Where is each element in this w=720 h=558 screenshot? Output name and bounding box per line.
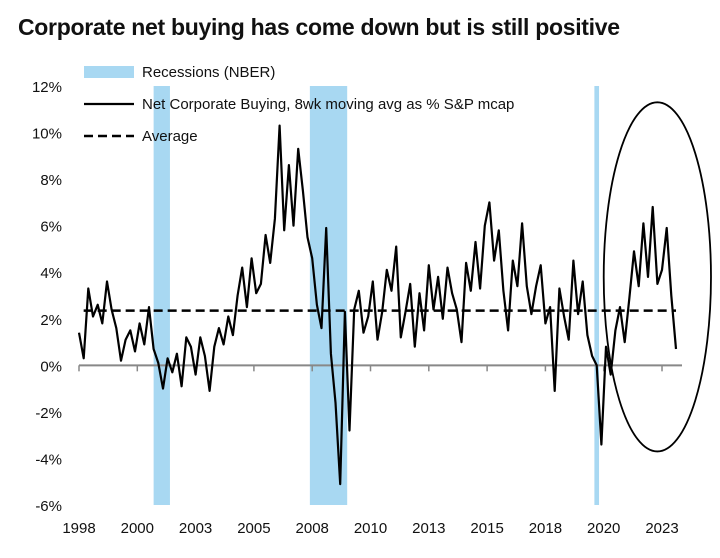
x-tick-label-5: 2010 [354,520,387,537]
legend-label-0: Recessions (NBER) [142,64,275,81]
y-tick-label-3: 6% [40,219,62,236]
chart-title: Corporate net buying has come down but i… [18,14,620,40]
x-tick-label-6: 2013 [412,520,445,537]
x-tick-label-10: 2023 [645,520,678,537]
y-tick-label-9: -6% [35,498,62,515]
x-tick-label-1: 2000 [121,520,154,537]
y-tick-label-8: -4% [35,451,62,468]
x-tick-label-8: 2018 [529,520,562,537]
y-tick-label-1: 10% [32,126,62,143]
y-tick-label-6: 0% [40,358,62,375]
x-tick-label-2: 2003 [179,520,212,537]
series-lines [77,124,678,486]
recession-bands [153,86,600,505]
y-tick-label-4: 4% [40,265,62,282]
axes: 1998 2000 2003 2005 2008 2010 2013 2015 2018 2020… [32,79,682,537]
x-tick-label-4: 2008 [296,520,329,537]
x-tick-label-0: 1998 [62,520,95,537]
annotations [602,101,712,453]
recession-band-0 [153,86,170,505]
highlight-ellipse [602,101,712,453]
legend-label-1: Net Corporate Buying, 8wk moving avg as … [142,96,514,113]
y-tick-label-0: 12% [32,79,62,96]
recession-band-2 [594,86,600,505]
legend-label-2: Average [142,128,198,145]
y-tick-label-7: -2% [35,405,62,422]
y-tick-label-2: 8% [40,172,62,189]
legend: Recessions (NBER) Net Corporate Buying, 8… [84,64,514,145]
series-net-corporate-buying [77,124,678,486]
y-tick-label-5: 2% [40,312,62,329]
legend-swatch-recessions [84,66,134,78]
x-tick-label-3: 2005 [237,520,270,537]
x-tick-label-9: 2020 [587,520,620,537]
x-tick-label-7: 2015 [470,520,503,537]
